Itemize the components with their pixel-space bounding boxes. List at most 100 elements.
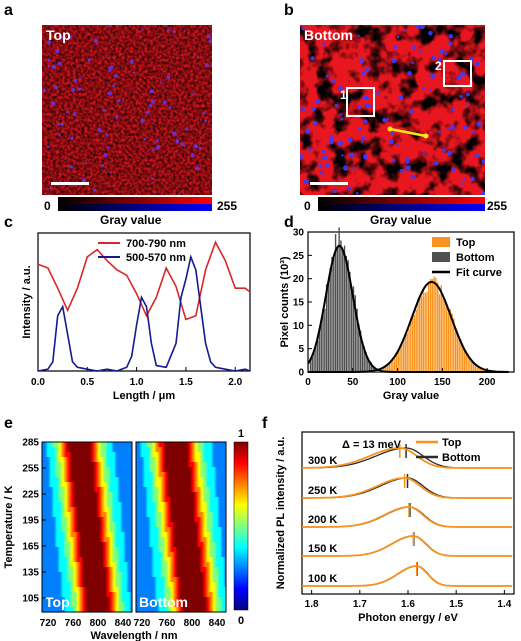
- legend-entry: Fit curve: [456, 267, 502, 279]
- histogram-bar-top: [402, 340, 405, 372]
- x-tick-label: 760: [159, 618, 176, 629]
- blue-dot: [301, 27, 305, 31]
- histogram-bar-top: [404, 334, 407, 372]
- histogram-bar-bottom: [333, 256, 335, 372]
- blue-dot: [448, 34, 454, 39]
- blue-dot: [338, 86, 344, 91]
- histogram-bar-bottom: [367, 357, 369, 372]
- x-tick-label: 840: [209, 618, 226, 629]
- blue-dot: [422, 152, 426, 155]
- colorbar-a-max: 255: [217, 199, 238, 213]
- y-tick-label: 10: [293, 321, 305, 332]
- blue-dot: [57, 61, 62, 66]
- heatmap-row: [42, 607, 132, 613]
- histogram-bar-top: [462, 344, 464, 372]
- plot-frame: [37, 232, 251, 372]
- heatmap-row: [42, 592, 132, 598]
- colorbar-b-min: 0: [304, 199, 311, 213]
- heatmap-row: [136, 452, 226, 458]
- blue-dot: [438, 57, 442, 62]
- histogram-bar-top: [383, 367, 385, 372]
- blue-dot: [300, 154, 304, 159]
- micrograph-bottom: 1 2 Bottom: [300, 25, 485, 195]
- blue-dot: [337, 140, 344, 146]
- blue-dot: [54, 85, 58, 90]
- blue-dot: [115, 115, 119, 119]
- x-tick-label: 1.4: [497, 599, 511, 610]
- roi-2-label: 2: [435, 59, 442, 73]
- heatmap-row: [136, 472, 226, 478]
- histogram-bar-top: [433, 276, 435, 372]
- blue-dot: [365, 103, 370, 108]
- histogram-bar-top: [395, 353, 398, 372]
- histogram-bar-top: [465, 350, 468, 372]
- blue-dot: [448, 41, 453, 46]
- blue-dot: [390, 131, 395, 136]
- scale-bar: [310, 182, 348, 185]
- blue-dot: [369, 104, 373, 109]
- histogram-bar-bottom: [340, 240, 342, 372]
- blue-dot: [149, 89, 154, 94]
- blue-dot: [112, 84, 115, 88]
- x-axis-label: Photon energy / eV: [358, 612, 458, 624]
- blue-dot: [155, 139, 159, 143]
- pl-spectrum: [302, 565, 513, 587]
- heatmap-row: [42, 562, 132, 568]
- blue-dot: [46, 145, 50, 149]
- histogram-bar-top: [419, 295, 421, 372]
- heatmap-row: [136, 537, 226, 543]
- blue-dot: [382, 118, 387, 122]
- histogram-bar-top: [388, 363, 391, 372]
- line-profile: [389, 127, 427, 138]
- heatmap-row: [136, 492, 226, 498]
- histogram-bar-top: [458, 335, 460, 372]
- x-tick-label: 200: [479, 377, 496, 388]
- heatmap-row: [136, 552, 226, 558]
- heatmap-frame: [41, 441, 133, 613]
- heatmap-row: [42, 527, 132, 533]
- blue-dot: [110, 171, 113, 174]
- blue-dot: [151, 177, 154, 181]
- histogram-bar-top: [471, 359, 473, 372]
- histogram-bar-bottom: [336, 246, 339, 372]
- heatmap-row: [136, 467, 226, 473]
- blue-dot: [159, 81, 162, 84]
- histogram-bar-top: [444, 301, 446, 372]
- legend-entry: Top: [456, 237, 476, 249]
- y-tick-label: 25: [293, 251, 305, 262]
- histogram-bar-top: [481, 368, 484, 372]
- panel-label-d: d: [284, 214, 294, 231]
- blue-dot: [325, 74, 329, 78]
- blue-dot: [166, 28, 170, 32]
- heatmap-row: [136, 482, 226, 488]
- micrograph-bottom-image: 1 2: [300, 25, 485, 195]
- y-axis-label: Temperature / K: [3, 485, 15, 568]
- histogram-bar-bottom: [331, 256, 333, 372]
- x-tick-label: 0.0: [31, 377, 45, 388]
- blue-dot: [114, 74, 118, 78]
- x-tick-label: 50: [347, 377, 359, 388]
- blue-dot: [79, 77, 82, 80]
- blue-dot: [480, 191, 485, 195]
- blue-dot: [206, 34, 211, 39]
- heatmap-row: [42, 547, 132, 553]
- heatmap-row: [42, 522, 132, 528]
- blue-dot: [465, 92, 470, 97]
- histogram-bar-top: [411, 314, 414, 372]
- legend-entry: Top: [442, 437, 462, 449]
- blue-dot: [139, 30, 142, 33]
- heatmap-row: [136, 577, 226, 583]
- blue-dot: [360, 70, 366, 76]
- histogram-bar-top: [417, 298, 419, 372]
- temperature-label: 100 K: [308, 573, 337, 585]
- histogram-bar-top: [474, 363, 476, 372]
- colorbar-b: [318, 197, 485, 211]
- histogram-bar-top: [469, 358, 471, 372]
- heatmap-row: [136, 567, 226, 573]
- heatmap-row: [42, 482, 132, 488]
- panel-label-e: e: [4, 415, 13, 432]
- blue-dot: [460, 71, 466, 77]
- blue-dot: [151, 99, 155, 104]
- blue-dot: [312, 121, 318, 126]
- legend-swatch: [432, 237, 450, 247]
